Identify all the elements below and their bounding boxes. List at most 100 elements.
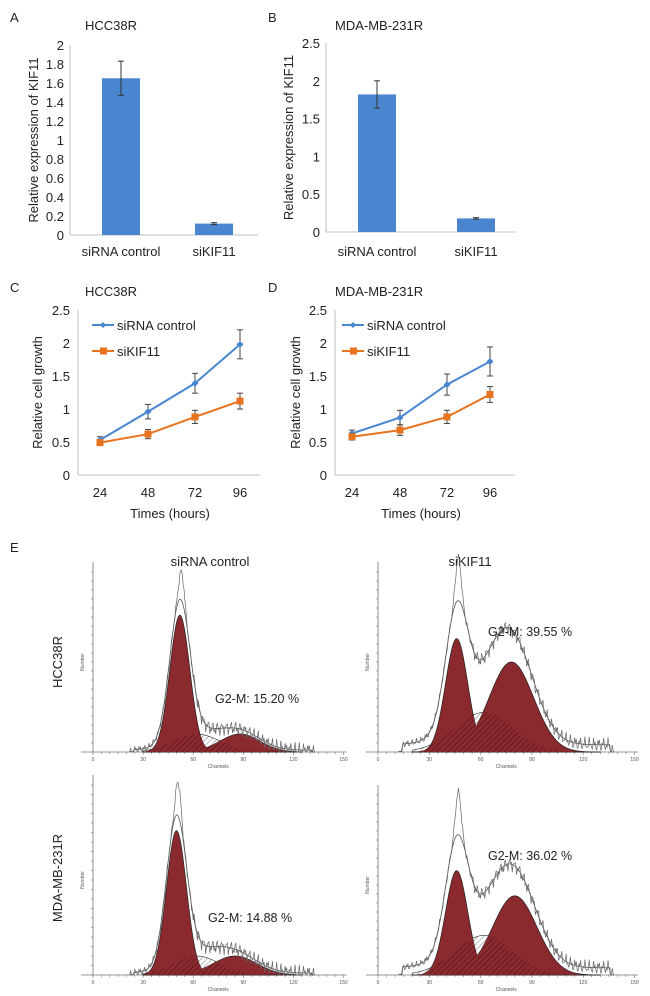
g2m-label-hcc38r-sikif11: G2-M: 39.55 %: [488, 625, 572, 639]
y-tick-label: 1.5: [309, 369, 327, 384]
legend-marker: [350, 347, 357, 355]
panel-label-d: D: [268, 280, 277, 295]
y-tick-label: 0.8: [46, 152, 64, 167]
legend-marker: [100, 347, 107, 355]
x-tick-label: 48: [393, 485, 407, 500]
x-tick-label: 60: [190, 757, 196, 763]
panel-label-c: C: [10, 280, 19, 295]
x-tick-label: 60: [190, 980, 196, 986]
y-tick-label: 2: [313, 74, 320, 89]
g2m-label-mda-sikif11: G2-M: 36.02 %: [488, 849, 572, 863]
y-tick-label: 1.8: [46, 57, 64, 72]
data-point: [396, 414, 404, 422]
bar: [457, 218, 495, 232]
y-tick-label: 2.5: [309, 303, 327, 318]
chart-title: HCC38R: [85, 18, 137, 33]
y-tick-label: 1: [313, 149, 320, 164]
x-tick-label: 120: [289, 757, 298, 763]
histogram-mda-control: 0 30 60 90 120 150 Channels Number: [80, 775, 348, 993]
x-tick-label: 150: [339, 980, 348, 986]
y-tick-label: 2.5: [302, 36, 320, 51]
x-tick-label: siRNA control: [82, 244, 161, 259]
y-tick-label: 2.5: [52, 303, 70, 318]
data-point: [396, 426, 404, 434]
x-tick-label: 90: [241, 757, 247, 763]
chart-d-growth-mda: MDA-MB-231R 0 0.5 1 1.5 2 2.5 24 48 72 96 Times (ho…: [288, 284, 515, 521]
overlap-area: [412, 936, 601, 975]
data-point: [443, 381, 451, 389]
histogram-hcc38r-sikif11: 0 30 60 90 120 150 Channels Number: [365, 553, 639, 770]
histogram-mda-sikif11: 0 30 60 90 120 150 Channels Number: [365, 785, 639, 993]
legend-label: siKIF11: [117, 344, 160, 359]
overlap-area: [143, 734, 302, 752]
series-line: [351, 393, 491, 438]
x-tick-label: 150: [630, 757, 639, 763]
x-tick-label: 90: [529, 980, 535, 986]
x-tick-label: 120: [289, 980, 298, 986]
y-tick-label: 0: [57, 228, 64, 243]
bar: [195, 223, 233, 235]
y-axis-label: Relative expression of KIF11: [26, 57, 41, 222]
g2m-label-mda-control: G2-M: 14.88 %: [208, 911, 292, 925]
y-tick-label: 0: [313, 225, 320, 240]
bar: [358, 94, 396, 233]
legend-marker: [100, 322, 106, 328]
column-title-sikif11: siKIF11: [448, 554, 491, 569]
panel-label-e: E: [10, 540, 19, 555]
data-point: [443, 413, 451, 421]
x-axis-label: Channels: [208, 987, 230, 993]
row-title-mda: MDA-MB-231R: [50, 834, 65, 922]
y-tick-label: 1: [63, 402, 70, 417]
chart-title: MDA-MB-231R: [335, 284, 423, 299]
raw-data-line: [398, 787, 615, 976]
x-tick-label: siKIF11: [454, 244, 497, 259]
g1-peak: [142, 830, 302, 976]
data-point: [348, 433, 356, 441]
x-tick-label: 120: [579, 757, 588, 763]
x-tick-label: 90: [241, 980, 247, 986]
row-title-hcc38r: HCC38R: [50, 636, 65, 688]
data-point: [144, 408, 152, 416]
raw-data-line: [398, 553, 615, 753]
x-tick-label: 24: [93, 485, 107, 500]
y-tick-label: 2: [57, 38, 64, 53]
y-tick-label: 0.5: [302, 187, 320, 202]
y-axis-label: Relative cell growth: [30, 336, 45, 449]
x-tick-label: 24: [345, 485, 359, 500]
x-tick-label: 0: [377, 980, 380, 986]
data-point: [486, 357, 494, 365]
x-tick-label: 72: [188, 485, 202, 500]
series-line: [351, 360, 491, 435]
y-tick-label: 1.4: [46, 95, 64, 110]
y-tick-label: 1.6: [46, 76, 64, 91]
chart-title: MDA-MB-231R: [335, 18, 423, 33]
y-tick-label: 0.6: [46, 171, 64, 186]
x-tick-label: 0: [377, 757, 380, 763]
data-point: [96, 439, 104, 447]
overlap-area: [412, 712, 601, 752]
y-axis-label: Relative expression of KIF11: [281, 55, 296, 220]
x-axis-label: Channels: [496, 987, 518, 993]
x-tick-label: 0: [92, 980, 95, 986]
y-axis-label: Number: [365, 876, 371, 894]
y-tick-label: 0.4: [46, 190, 64, 205]
panel-label-a: A: [10, 10, 19, 25]
x-tick-label: 0: [92, 757, 95, 763]
histogram-hcc38r-control: 0 30 60 90 120 150 Channels Number: [80, 562, 348, 770]
data-point: [486, 390, 494, 398]
x-axis-label: Times (hours): [130, 506, 210, 521]
chart-a-kif11-hcc38r: HCC38R 0 0.2 0.4 0.6 0.8 1 1.2 1.4 1.6 1.8 2 Relativ…: [26, 18, 258, 259]
data-point: [236, 397, 244, 405]
data-point: [144, 430, 152, 438]
x-tick-label: 150: [339, 757, 348, 763]
x-tick-label: 150: [630, 980, 639, 986]
y-tick-label: 0.5: [309, 435, 327, 450]
x-tick-label: siKIF11: [192, 244, 235, 259]
y-tick-label: 0: [320, 468, 327, 483]
x-tick-label: 60: [478, 980, 484, 986]
x-axis-label: Times (hours): [381, 506, 461, 521]
x-tick-label: 30: [140, 980, 146, 986]
chart-b-kif11-mda: MDA-MB-231R 0 0.5 1 1.5 2 2.5 Relative expressi…: [281, 18, 515, 259]
y-axis-label: Number: [365, 653, 371, 671]
